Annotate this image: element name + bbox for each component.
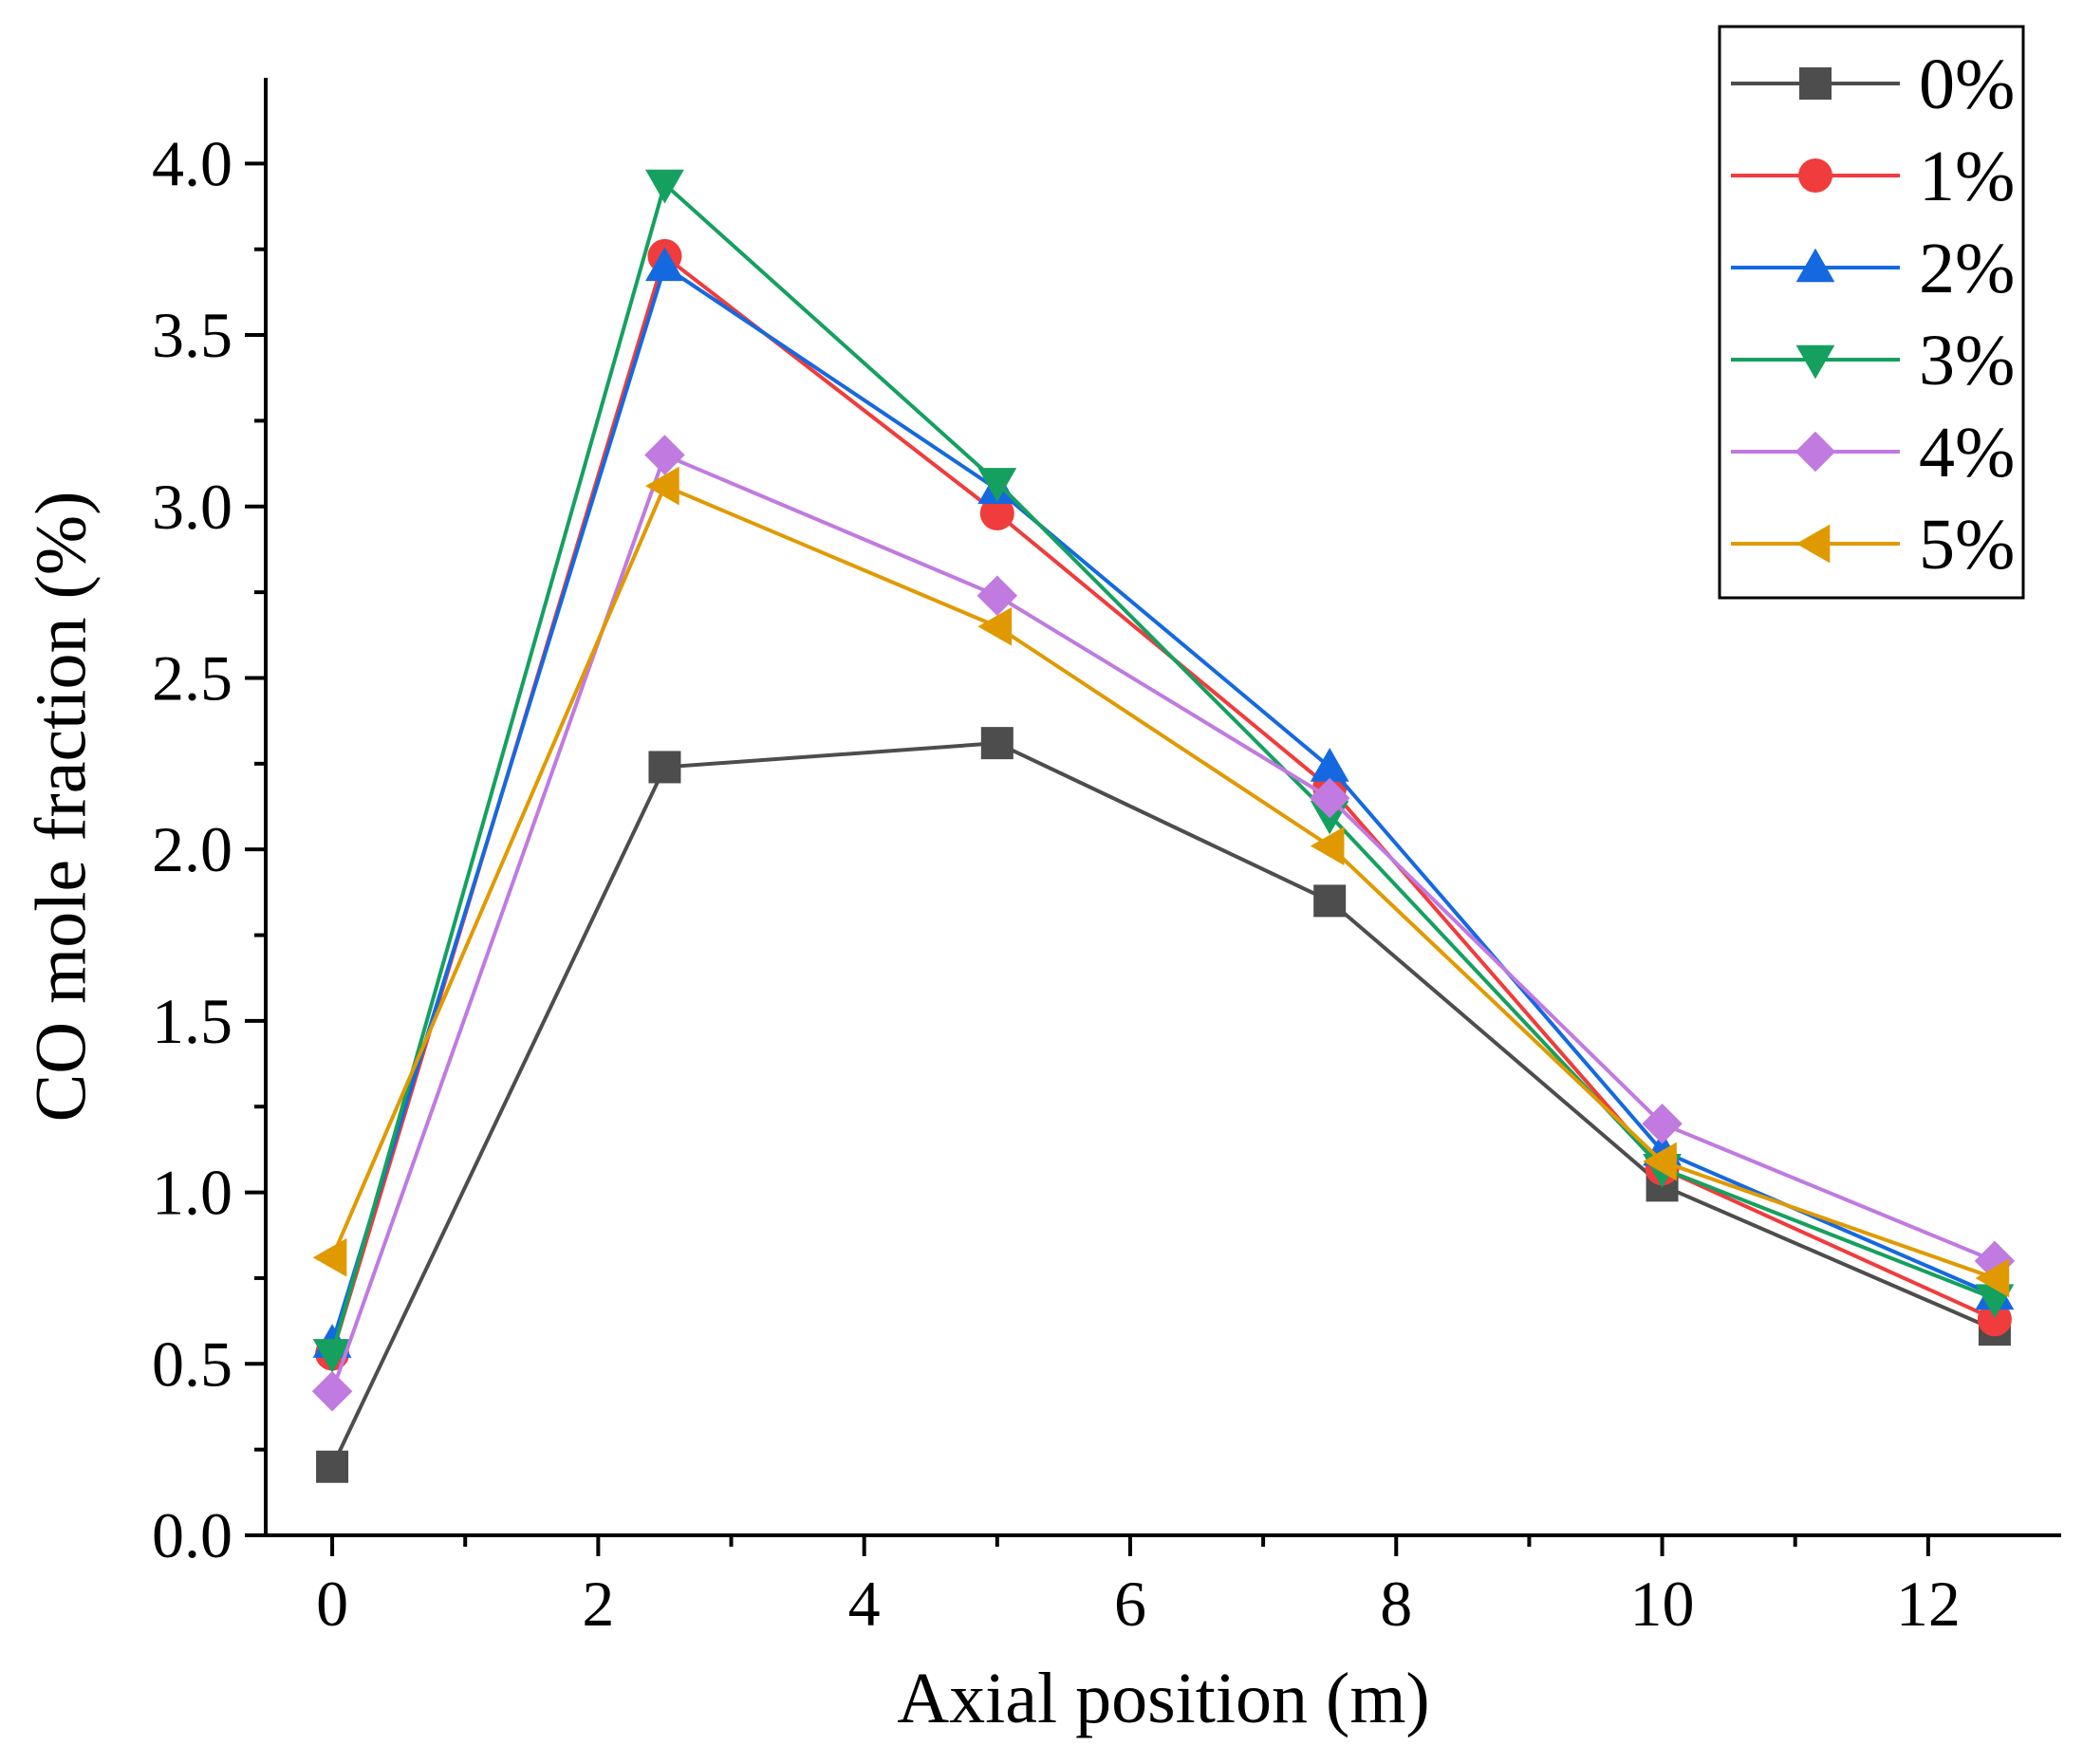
legend-marker [1799, 67, 1832, 100]
legend-label: 1% [1919, 137, 2015, 216]
series-line [330, 484, 1996, 1280]
legend-marker [1795, 248, 1835, 283]
legend: 0% 1% 2% 3% 4% 5% [1718, 25, 2025, 600]
x-tick-label: 2 [582, 1568, 614, 1640]
y-tick-label: 4.0 [152, 127, 232, 199]
data-point [980, 727, 1014, 760]
data-point [1309, 777, 1350, 819]
series-line [330, 741, 1996, 1468]
axes: 0 2 4 6 8 10 12 0.0 0.5 1.0 1.5 2.0 2.5 3.0 3.5 4.0 [152, 78, 2061, 1640]
legend-entry: 4% [1731, 413, 2015, 492]
y-tick-label: 2.5 [152, 641, 232, 714]
y-axis-title: CO mole fraction (%) [21, 492, 101, 1123]
x-tick-label: 6 [1114, 1568, 1146, 1640]
x-tick-label: 8 [1380, 1568, 1412, 1640]
series-layer [311, 169, 2016, 1483]
legend-entry: 2% [1731, 229, 2015, 308]
legend-label: 3% [1919, 321, 2015, 400]
data-point [316, 1450, 349, 1483]
y-tick-label: 0.5 [152, 1328, 232, 1400]
legend-box [1718, 25, 2025, 600]
legend-entry: 3% [1731, 321, 2015, 400]
legend-label: 5% [1919, 505, 2015, 585]
series-5 [312, 466, 2010, 1298]
data-point [645, 247, 684, 282]
data-point [977, 606, 1013, 646]
data-point [1642, 1104, 1683, 1144]
legend-label: 2% [1919, 229, 2015, 308]
legend-label: 0% [1919, 45, 2015, 124]
y-tick-label: 3.0 [152, 471, 232, 543]
x-tick-label: 10 [1630, 1568, 1695, 1640]
data-point [1977, 1302, 2012, 1337]
legend-entry: 0% [1731, 45, 2015, 124]
x-tick-label: 4 [848, 1568, 881, 1640]
series-line [330, 264, 1996, 1345]
data-point [1310, 748, 1349, 782]
legend-marker [1795, 524, 1831, 564]
x-axis-title: Axial position (m) [897, 1659, 1430, 1738]
data-point [979, 495, 1014, 530]
legend-entry: 1% [1731, 137, 2015, 216]
legend-entry: 5% [1731, 505, 2015, 585]
y-tick-label: 0.0 [152, 1499, 232, 1571]
legend-marker [1795, 344, 1835, 380]
data-point [976, 575, 1018, 616]
x-tick-label: 12 [1896, 1568, 1961, 1640]
legend-label: 4% [1919, 413, 2015, 492]
legend-marker [1795, 431, 1836, 473]
data-point [311, 1370, 353, 1412]
data-point [1975, 1258, 2010, 1298]
data-point [1310, 826, 1345, 865]
data-point [312, 1237, 347, 1277]
x-tick-label: 0 [316, 1568, 348, 1640]
data-point [1313, 884, 1347, 918]
y-tick-label: 1.5 [152, 985, 232, 1057]
data-point [1643, 1142, 1677, 1181]
data-point [645, 169, 684, 204]
y-tick-label: 1.0 [152, 1157, 232, 1229]
series-line [330, 182, 1996, 1354]
data-point [648, 751, 681, 784]
data-point [312, 1339, 352, 1373]
series-0 [316, 727, 2011, 1483]
data-point [645, 466, 679, 506]
data-point [977, 468, 1017, 502]
y-tick-label: 2.0 [152, 813, 232, 885]
y-tick-label: 3.5 [152, 299, 232, 371]
legend-marker [1798, 158, 1832, 193]
data-point [644, 435, 685, 475]
